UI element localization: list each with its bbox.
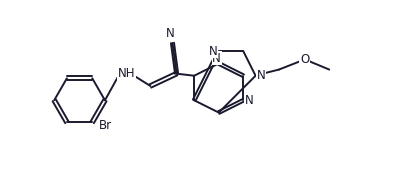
Text: N: N	[245, 94, 254, 107]
Text: N: N	[166, 27, 175, 40]
Text: N: N	[257, 69, 266, 82]
Text: N: N	[208, 45, 217, 58]
Text: NH: NH	[118, 67, 136, 80]
Text: Br: Br	[98, 119, 111, 132]
Text: O: O	[300, 53, 309, 66]
Text: N: N	[212, 52, 221, 65]
